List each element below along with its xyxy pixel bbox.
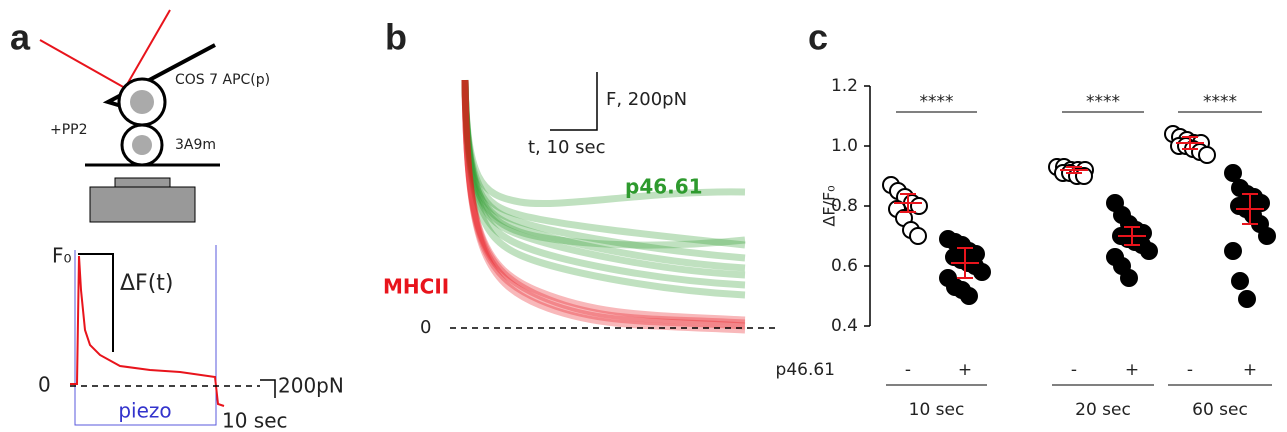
category-label: - xyxy=(1187,360,1193,380)
significance-label: **** xyxy=(1086,92,1120,112)
trace xyxy=(461,79,746,327)
laser-beam xyxy=(39,39,126,89)
group-label: 20 sec xyxy=(1075,400,1131,420)
delta-label: ΔF(t) xyxy=(120,271,174,296)
scale-bar xyxy=(260,379,276,398)
y-tick-label: 0.8 xyxy=(831,196,858,216)
tcell-label: 3A9m xyxy=(175,137,216,153)
data-point xyxy=(1120,269,1138,287)
force-scale: 200pN xyxy=(278,374,344,398)
data-point xyxy=(1198,146,1216,164)
trace xyxy=(461,79,746,324)
time-scale: t, 10 sec xyxy=(528,137,605,158)
trace xyxy=(461,79,746,289)
trace xyxy=(461,79,746,249)
y-tick-label: 0.6 xyxy=(831,256,858,276)
piezo-trace xyxy=(74,245,217,426)
panel-letter: c xyxy=(808,17,828,58)
group-label: 60 sec xyxy=(1192,400,1248,420)
y-tick-label: 1.2 xyxy=(831,76,858,96)
y-tick-label: 1.0 xyxy=(831,136,858,156)
force-trace xyxy=(70,255,225,407)
data-point xyxy=(1140,242,1158,260)
panel-b: b F, 200pN t, 10 sec p46.61 MHCII 0 xyxy=(383,17,775,338)
row-label: p46.61 xyxy=(776,360,835,380)
nucleus xyxy=(130,90,154,114)
trace xyxy=(461,79,746,208)
time-scale: 10 sec xyxy=(222,409,288,432)
category-label: + xyxy=(958,360,972,380)
category-label: - xyxy=(1071,360,1077,380)
nucleus xyxy=(132,135,152,155)
trace xyxy=(461,79,746,272)
significance-label: **** xyxy=(920,92,954,112)
category-label: + xyxy=(1125,360,1139,380)
trace xyxy=(461,79,746,330)
cell-label: COS 7 APC(p) xyxy=(175,72,270,88)
trace xyxy=(461,79,746,249)
trace xyxy=(461,79,746,279)
data-point xyxy=(1238,290,1256,308)
zero-label: 0 xyxy=(38,373,51,397)
trace xyxy=(461,79,746,334)
category-label: + xyxy=(1243,360,1257,380)
green-label: p46.61 xyxy=(625,175,703,199)
group-label: 10 sec xyxy=(909,400,965,420)
y-tick-label: 0.4 xyxy=(831,316,858,336)
delta-bracket xyxy=(78,253,114,352)
scale-bar xyxy=(550,72,598,131)
drug-label: +PP2 xyxy=(50,122,88,138)
data-point xyxy=(1258,227,1276,245)
green-traces xyxy=(461,79,746,299)
piezo-base xyxy=(89,186,196,223)
data-point xyxy=(1224,164,1242,182)
piezo-label: piezo xyxy=(118,399,171,423)
panel-letter: b xyxy=(385,17,407,58)
data-point xyxy=(960,287,978,305)
data-point xyxy=(909,227,927,245)
significance-label: **** xyxy=(1203,92,1237,112)
red-label: MHCII xyxy=(383,275,449,299)
data-point xyxy=(973,263,991,281)
trace xyxy=(461,79,746,262)
category-label: - xyxy=(905,360,911,380)
panel-a: a COS 7 APC(p) +PP2 3A9m F₀ ΔF(t) 0 200p… xyxy=(10,9,344,432)
data-point xyxy=(1231,272,1249,290)
force-scale: F, 200pN xyxy=(606,89,687,110)
zero-label: 0 xyxy=(420,317,431,338)
panel-c: c ΔF/F₀ 0.4 0.6 0.8 1.0 1.2 p46.61 - + - + - +10 se… xyxy=(776,17,1276,420)
data-point xyxy=(1224,242,1242,260)
trace xyxy=(461,79,746,299)
laser-beam xyxy=(124,9,171,89)
piezo-stage xyxy=(114,177,171,188)
red-traces xyxy=(461,79,746,334)
f0-label: F₀ xyxy=(52,244,72,268)
panel-letter: a xyxy=(10,17,31,58)
y-axis-label: ΔF/F₀ xyxy=(820,185,839,226)
